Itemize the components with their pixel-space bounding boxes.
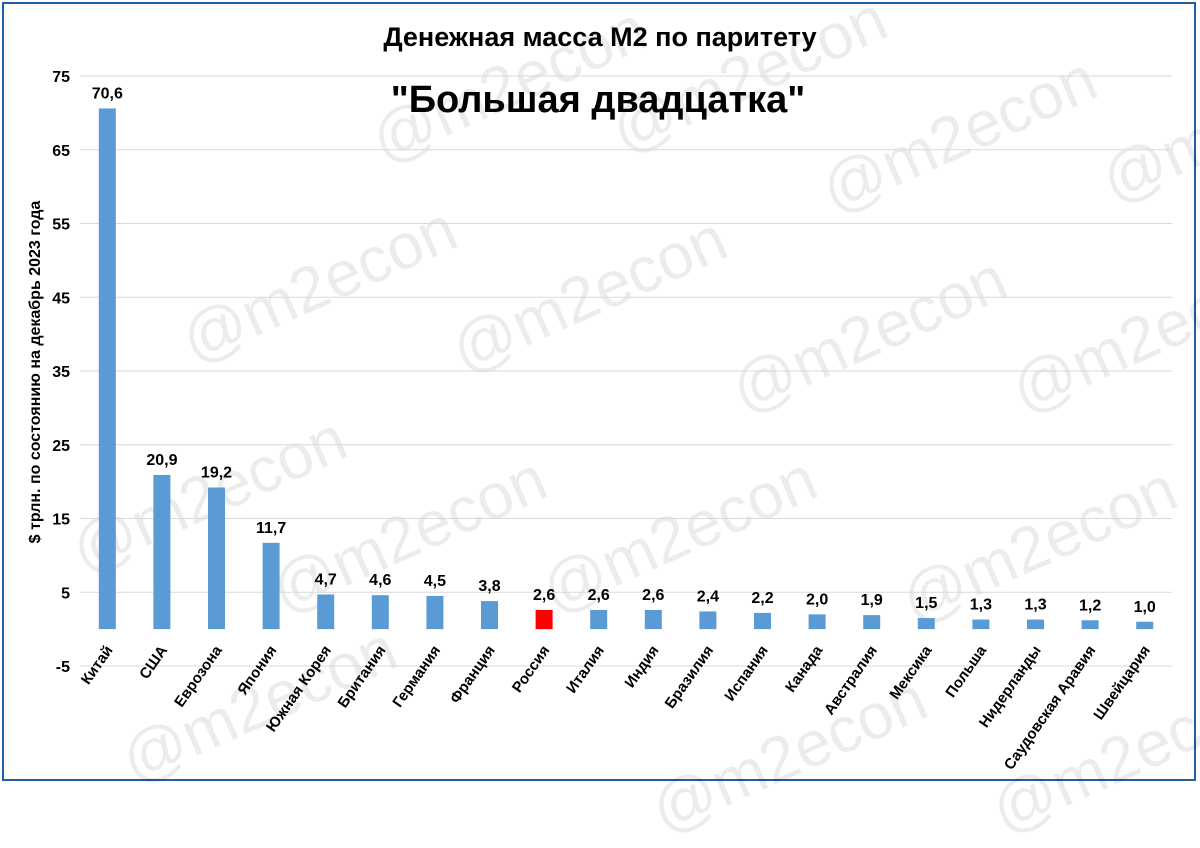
- category-label: Индия: [621, 643, 662, 692]
- bar: [863, 615, 881, 630]
- data-label: 1,3: [1024, 597, 1046, 614]
- bar: [371, 595, 389, 630]
- bar: [481, 601, 498, 630]
- bars: [98, 108, 1154, 630]
- data-label: 4,5: [424, 573, 446, 590]
- data-label: 2,6: [533, 587, 555, 604]
- y-tick-label: 15: [52, 512, 70, 529]
- bar: [754, 612, 771, 630]
- category-label: Япония: [234, 643, 280, 699]
- y-tick-label: 25: [52, 438, 70, 455]
- bar: [808, 614, 826, 630]
- category-label: Британия: [334, 643, 389, 712]
- category-label: Канада: [782, 642, 827, 696]
- bar: [699, 611, 717, 630]
- category-label: Бразилия: [662, 643, 718, 712]
- data-label: 19,2: [201, 465, 232, 482]
- bar: [535, 609, 553, 630]
- category-label: Саудовская Аравия: [1001, 643, 1100, 774]
- category-label: Италия: [563, 643, 608, 697]
- bar: [917, 618, 935, 630]
- data-label: 11,7: [256, 520, 286, 537]
- y-axis-ticks: -5 5 15 25 35 45 55 65 75: [52, 69, 70, 676]
- category-label: Китай: [78, 643, 117, 688]
- y-axis-label: $ трлн. по состоянию на декабрь 2023 год…: [27, 201, 44, 544]
- chart-subtitle: "Большая двадцатка": [391, 79, 806, 121]
- chart-title: Денежная масса М2 по паритету: [383, 22, 816, 52]
- category-label: Мексика: [886, 642, 936, 703]
- bar: [426, 595, 444, 630]
- bar: [98, 108, 116, 630]
- category-label: Германия: [389, 643, 444, 711]
- data-label: 4,6: [369, 572, 391, 589]
- y-tick-label: 45: [52, 290, 70, 307]
- data-label: 2,6: [588, 587, 610, 604]
- category-label: Россия: [509, 643, 553, 696]
- data-label: 20,9: [146, 452, 177, 469]
- bar: [1027, 619, 1044, 630]
- category-label: США: [136, 642, 171, 682]
- y-tick-label: 75: [52, 69, 70, 86]
- bar: [1081, 620, 1099, 630]
- bar: [208, 487, 225, 630]
- bar: [153, 474, 171, 630]
- data-label: 70,6: [92, 85, 123, 102]
- category-label: Франция: [447, 643, 499, 707]
- y-tick-label: 35: [52, 364, 70, 381]
- data-label: 4,7: [315, 571, 337, 588]
- y-tick-label: 65: [52, 143, 70, 160]
- bar: [644, 609, 662, 630]
- bar-chart: 70,6 20,9 19,2 11,7 4,7 4,6 4,5 3,8 2,6 2,6 2,6 2,4…: [27, 22, 1172, 773]
- bar: [590, 609, 608, 630]
- data-label: 1,2: [1079, 597, 1101, 614]
- category-label: Испания: [721, 643, 771, 705]
- data-label: 1,5: [915, 595, 937, 612]
- bar: [317, 594, 335, 630]
- data-label: 3,8: [478, 578, 500, 595]
- data-label: 1,3: [970, 597, 992, 614]
- category-label: Австралия: [821, 643, 881, 719]
- data-label: 2,4: [697, 588, 719, 605]
- bar: [1136, 621, 1154, 630]
- gridlines: [80, 75, 1172, 667]
- data-label: 2,2: [751, 590, 773, 607]
- bar: [262, 542, 280, 630]
- value-labels: 70,6 20,9 19,2 11,7 4,7 4,6 4,5 3,8 2,6 2,6 2,6 2,4…: [92, 85, 1156, 615]
- y-tick-label: 55: [52, 217, 70, 234]
- data-label: 2,6: [642, 587, 664, 604]
- category-label: Польша: [942, 642, 990, 701]
- bar: [972, 619, 990, 630]
- data-label: 2,0: [806, 591, 828, 608]
- y-tick-label: 5: [61, 585, 70, 602]
- chart-frame: [2, 2, 1196, 781]
- category-label: Швейцария: [1090, 643, 1154, 724]
- data-label: 1,0: [1134, 599, 1156, 616]
- data-label: 1,9: [861, 592, 883, 609]
- y-tick-label: -5: [56, 659, 70, 676]
- category-label: Еврозона: [171, 642, 226, 710]
